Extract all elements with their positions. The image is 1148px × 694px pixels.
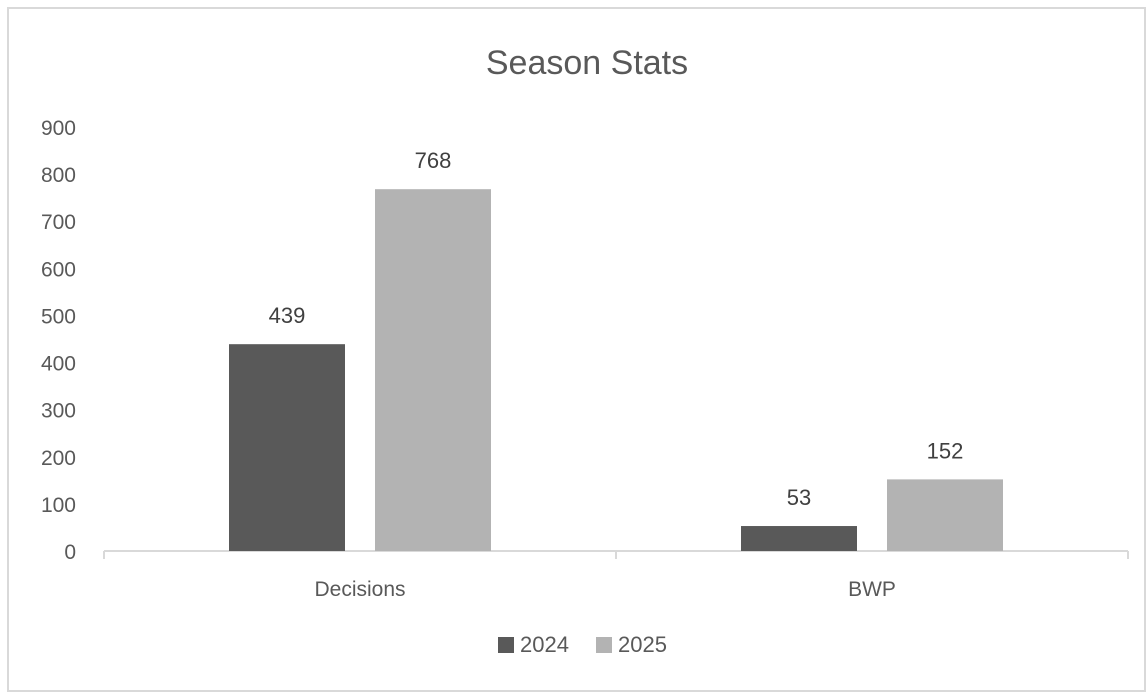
chart-frame: Season Stats 0 100 200 300 400 500 600 700 800 90… [7, 7, 1146, 692]
y-tick-label: 700 [41, 211, 76, 234]
bar-2025-bwp [887, 479, 1003, 551]
bar-2024-bwp [741, 526, 857, 551]
x-axis: Decisions BWP [314, 578, 895, 601]
bar-2025-decisions [375, 189, 491, 552]
legend-item-label: 2025 [618, 632, 667, 657]
legend-swatch [498, 637, 514, 653]
data-label: 768 [415, 148, 452, 173]
data-label: 439 [269, 303, 306, 328]
y-tick-label: 900 [41, 117, 76, 140]
y-axis: 0 100 200 300 400 500 600 700 800 900 [41, 117, 76, 564]
data-labels: 439 768 53 152 [269, 148, 964, 510]
y-tick-label: 800 [41, 164, 76, 187]
y-tick-label: 400 [41, 353, 76, 376]
bars [229, 189, 1003, 552]
x-axis-ticks [103, 551, 1129, 559]
data-label: 53 [787, 485, 811, 510]
y-tick-label: 300 [41, 400, 76, 423]
y-tick-label: 0 [64, 541, 76, 564]
y-tick-label: 100 [41, 494, 76, 517]
y-tick-label: 600 [41, 258, 76, 281]
legend: 2024 2025 [498, 632, 667, 657]
legend-swatch [596, 637, 612, 653]
data-label: 152 [927, 438, 964, 463]
x-category-label: Decisions [314, 578, 405, 601]
y-tick-label: 500 [41, 305, 76, 328]
bar-2024-decisions [229, 344, 345, 551]
x-category-label: BWP [848, 578, 896, 601]
y-tick-label: 200 [41, 447, 76, 470]
legend-item-label: 2024 [520, 632, 569, 657]
chart-title: Season Stats [486, 44, 688, 82]
